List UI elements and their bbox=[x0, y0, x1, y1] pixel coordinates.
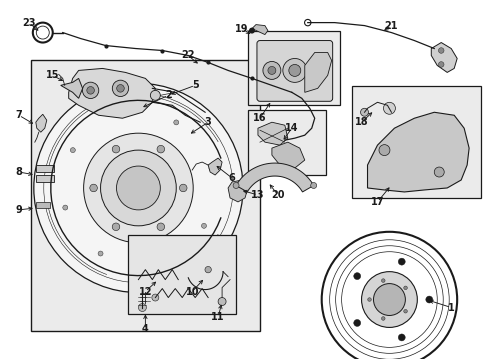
Circle shape bbox=[381, 317, 384, 320]
Circle shape bbox=[425, 296, 432, 303]
Circle shape bbox=[83, 133, 193, 243]
Circle shape bbox=[138, 303, 146, 311]
Text: 10: 10 bbox=[185, 287, 199, 297]
FancyBboxPatch shape bbox=[247, 31, 339, 105]
Text: 3: 3 bbox=[204, 117, 211, 127]
Text: 13: 13 bbox=[251, 190, 264, 200]
Circle shape bbox=[173, 120, 179, 125]
Circle shape bbox=[117, 85, 124, 92]
Circle shape bbox=[353, 273, 360, 280]
Bar bbox=[36, 165, 54, 172]
Circle shape bbox=[101, 150, 176, 226]
Polygon shape bbox=[208, 158, 222, 175]
Circle shape bbox=[98, 251, 103, 256]
Circle shape bbox=[201, 223, 206, 228]
Text: 9: 9 bbox=[16, 205, 22, 215]
Circle shape bbox=[263, 62, 280, 80]
Circle shape bbox=[360, 108, 368, 116]
Circle shape bbox=[209, 166, 214, 171]
Circle shape bbox=[403, 286, 407, 289]
Circle shape bbox=[82, 82, 99, 99]
Text: 17: 17 bbox=[370, 197, 384, 207]
Circle shape bbox=[157, 145, 164, 153]
Circle shape bbox=[288, 64, 300, 76]
Circle shape bbox=[438, 62, 443, 67]
Circle shape bbox=[381, 279, 384, 282]
Circle shape bbox=[282, 58, 306, 82]
Circle shape bbox=[433, 167, 443, 177]
Circle shape bbox=[112, 223, 120, 230]
Text: 22: 22 bbox=[181, 50, 195, 60]
FancyBboxPatch shape bbox=[31, 60, 260, 332]
Circle shape bbox=[90, 184, 97, 192]
Circle shape bbox=[112, 145, 120, 153]
Text: 1: 1 bbox=[447, 302, 454, 312]
Circle shape bbox=[397, 334, 405, 341]
Circle shape bbox=[70, 148, 75, 153]
Text: 12: 12 bbox=[139, 287, 152, 297]
Text: 18: 18 bbox=[354, 117, 367, 127]
Polygon shape bbox=[367, 112, 468, 192]
Circle shape bbox=[353, 319, 360, 327]
Text: 2: 2 bbox=[164, 90, 171, 100]
Circle shape bbox=[367, 298, 370, 301]
Circle shape bbox=[233, 183, 239, 189]
Text: 23: 23 bbox=[22, 18, 36, 28]
Circle shape bbox=[62, 205, 68, 210]
Text: 6: 6 bbox=[228, 173, 235, 183]
Polygon shape bbox=[236, 163, 313, 192]
Circle shape bbox=[378, 145, 389, 156]
Polygon shape bbox=[251, 24, 267, 35]
Circle shape bbox=[152, 294, 159, 301]
Text: 20: 20 bbox=[270, 190, 284, 200]
Text: 14: 14 bbox=[285, 123, 298, 133]
Text: 15: 15 bbox=[46, 71, 60, 80]
Circle shape bbox=[403, 310, 407, 313]
Polygon shape bbox=[68, 68, 155, 118]
Text: 21: 21 bbox=[384, 21, 397, 31]
FancyBboxPatch shape bbox=[128, 235, 236, 315]
Circle shape bbox=[116, 166, 160, 210]
Circle shape bbox=[310, 183, 316, 189]
Circle shape bbox=[112, 80, 128, 96]
Text: 5: 5 bbox=[191, 80, 198, 90]
Circle shape bbox=[267, 67, 275, 75]
Circle shape bbox=[140, 302, 150, 313]
Circle shape bbox=[438, 48, 443, 53]
Circle shape bbox=[150, 90, 160, 100]
Bar bbox=[36, 175, 54, 182]
Circle shape bbox=[87, 86, 94, 94]
Text: 4: 4 bbox=[142, 324, 148, 334]
Polygon shape bbox=[271, 142, 304, 168]
Circle shape bbox=[157, 223, 164, 230]
Polygon shape bbox=[430, 42, 456, 72]
FancyBboxPatch shape bbox=[351, 86, 480, 198]
Polygon shape bbox=[258, 122, 287, 145]
Circle shape bbox=[397, 258, 405, 265]
Text: 19: 19 bbox=[235, 24, 248, 33]
Circle shape bbox=[155, 258, 160, 264]
Text: 16: 16 bbox=[253, 113, 266, 123]
Text: 11: 11 bbox=[211, 312, 224, 323]
Bar bbox=[36, 202, 50, 208]
Circle shape bbox=[218, 298, 225, 306]
Circle shape bbox=[34, 84, 243, 293]
Circle shape bbox=[204, 266, 211, 273]
Circle shape bbox=[179, 184, 186, 192]
FancyBboxPatch shape bbox=[256, 41, 332, 101]
Circle shape bbox=[248, 28, 254, 33]
Polygon shape bbox=[61, 78, 82, 98]
Polygon shape bbox=[36, 114, 47, 132]
Circle shape bbox=[373, 284, 405, 315]
Text: 7: 7 bbox=[16, 110, 22, 120]
Polygon shape bbox=[227, 180, 247, 202]
Text: 8: 8 bbox=[16, 167, 22, 177]
Circle shape bbox=[361, 272, 416, 328]
Polygon shape bbox=[304, 53, 331, 92]
Circle shape bbox=[116, 112, 121, 117]
Circle shape bbox=[383, 102, 395, 114]
FancyBboxPatch shape bbox=[247, 110, 325, 175]
